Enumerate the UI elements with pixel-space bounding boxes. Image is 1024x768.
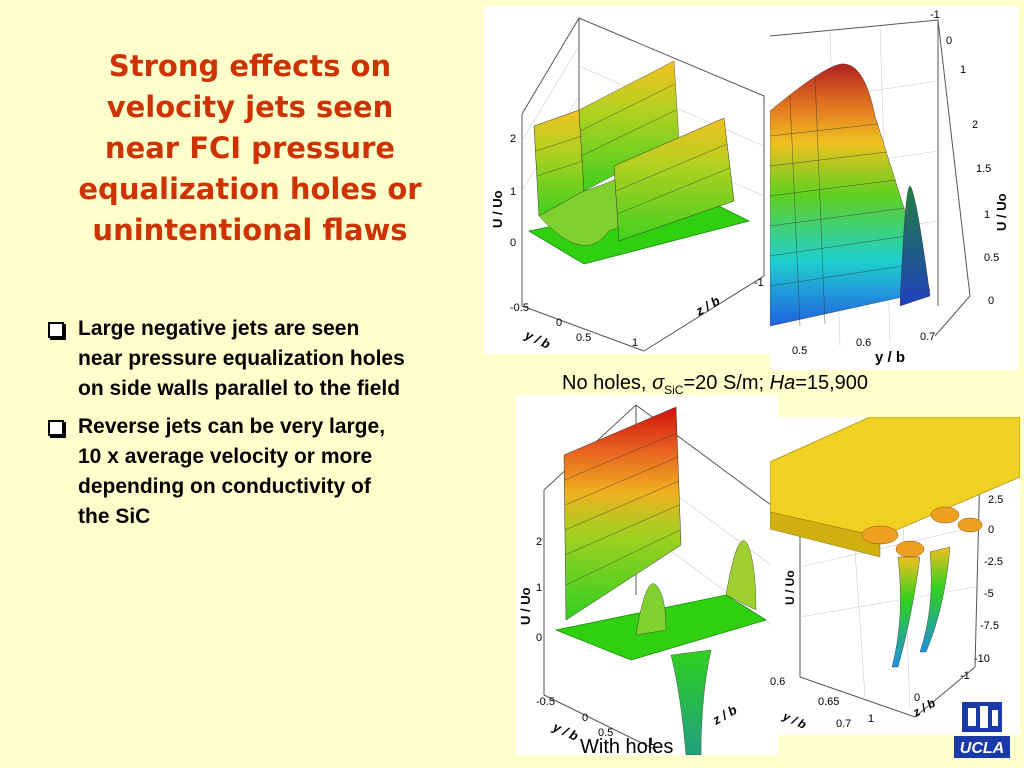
y-axis-label: y / b <box>780 709 809 732</box>
hartmann-label: Ha <box>769 372 796 394</box>
logo-text: UCLA <box>960 740 1004 757</box>
caption-text: No holes, <box>562 372 653 394</box>
plot-no-holes-zoom: -1 0 1 2 1.5 1 0.5 0 U / Uo 0.5 0.6 0.7 … <box>770 6 1018 370</box>
z-axis-tick: -1 <box>754 277 764 289</box>
title-line: velocity jets seen <box>106 90 394 124</box>
slide-title: Strong effects on velocity jets seen nea… <box>30 46 470 251</box>
caption-with-holes: With holes <box>580 736 674 758</box>
top-tick: 1 <box>960 64 966 76</box>
y-tick: 0.7 <box>836 718 851 730</box>
z-tick: 2 <box>510 133 516 145</box>
y-axis-label: y / b <box>522 327 553 352</box>
caption-no-holes: No holes, σSiC=20 S/m; Ha=15,900 <box>562 372 868 397</box>
z-axis-tick: 0 <box>914 692 920 704</box>
bullet-item: Reverse jets can be very large, 10 x ave… <box>48 412 488 532</box>
z-tick: 0.5 <box>984 252 999 264</box>
z-tick: 1.5 <box>976 163 991 175</box>
z-tick: 0 <box>510 237 516 249</box>
z-tick: 1 <box>510 186 516 198</box>
z-axis-tick: 1 <box>648 736 654 748</box>
bullet-text: on side walls parallel to the field <box>78 377 401 400</box>
y-tick: 0.5 <box>792 345 807 357</box>
z-axis-label: U / Uo <box>994 193 1009 231</box>
ucla-logo: UCLA <box>954 700 1010 760</box>
y-axis-label: y / b <box>550 719 581 744</box>
z-tick: 2 <box>972 119 978 131</box>
y-tick: 0.5 <box>576 332 591 344</box>
z-tick: -2.5 <box>984 556 1003 568</box>
plot-no-holes-full: 2 1 0 U / Uo -0.5 0 0.5 y / b -1 z / b 1 <box>484 6 770 354</box>
bullet-text: Reverse jets can be very large, <box>78 415 386 438</box>
title-line: equalization holes or <box>78 172 422 206</box>
z-tick: 0 <box>988 524 994 536</box>
z-tick: -10 <box>974 653 990 665</box>
checkbox-bullet-icon <box>48 322 64 338</box>
sigma-subscript: SiC <box>664 383 684 397</box>
bullet-text: the SiC <box>78 505 151 528</box>
z-tick: 2.5 <box>988 494 1003 506</box>
title-line: Strong effects on <box>108 49 392 83</box>
y-tick: -0.5 <box>536 696 555 708</box>
zb-axis-label: z / b <box>709 702 739 728</box>
title-line: near FCI pressure <box>104 131 396 165</box>
y-tick: 0 <box>556 317 562 329</box>
z-tick: 1 <box>984 209 990 221</box>
caption-text: =20 S/m; <box>683 372 770 394</box>
z-tick: 0 <box>536 632 542 644</box>
z-tick: -5 <box>984 588 994 600</box>
top-tick: -1 <box>930 9 940 21</box>
y-tick: 0.65 <box>818 696 839 708</box>
z-axis-label: U / Uo <box>518 587 533 625</box>
caption-text: =15,900 <box>795 372 869 394</box>
z-axis-tick: 1 <box>868 713 874 725</box>
y-tick: 0.5 <box>598 727 613 739</box>
plot-with-holes-full: 2 1 0 U / Uo -0.5 0 0.5 y / b 1 z / b <box>516 395 778 755</box>
bullet-text: depending on conductivity of <box>78 475 371 498</box>
y-tick: -0.5 <box>510 302 529 314</box>
bullet-list: Large negative jets are seen near pressu… <box>48 314 488 540</box>
checkbox-bullet-icon <box>48 420 64 436</box>
z-axis-tick: 1 <box>632 337 638 349</box>
bullet-item: Large negative jets are seen near pressu… <box>48 314 488 404</box>
zb-axis-label: z / b <box>692 293 722 319</box>
z-tick: 2 <box>536 536 542 548</box>
bullet-text: 10 x average velocity or more <box>78 445 373 468</box>
z-axis-label: U / Uo <box>490 190 505 228</box>
y-tick: 0.6 <box>770 676 785 688</box>
bullet-text: near pressure equalization holes <box>78 347 405 370</box>
y-tick: 0.6 <box>856 337 871 349</box>
plot-with-holes-zoom: 2.5 0 -2.5 -5 -7.5 -10 U / Uo 0.6 0.65 0… <box>770 417 1020 735</box>
z-tick: -7.5 <box>980 620 999 632</box>
title-line: unintentional flaws <box>92 213 408 247</box>
z-tick: 0 <box>988 295 994 307</box>
z-axis-tick: -1 <box>960 670 970 682</box>
z-tick: 1 <box>536 582 542 594</box>
y-axis-label: y / b <box>875 349 905 366</box>
y-tick: 0 <box>582 712 588 724</box>
bullet-text: Large negative jets are seen <box>78 317 360 340</box>
y-tick: 0.7 <box>920 331 935 343</box>
z-axis-label: U / Uo <box>783 570 797 605</box>
top-tick: 0 <box>946 35 952 47</box>
sigma-symbol: σ <box>652 372 665 394</box>
